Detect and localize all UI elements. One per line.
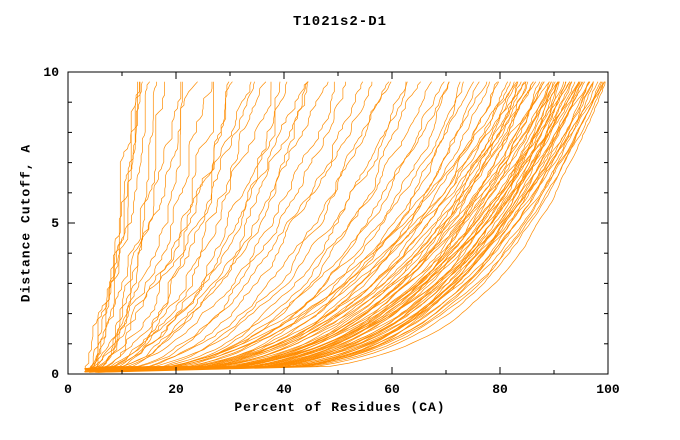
x-tick-label: 0 <box>64 382 72 397</box>
gdt-curve <box>91 81 390 371</box>
gdt-curve <box>98 81 518 370</box>
gdt-curve <box>84 81 143 372</box>
gdt-curve <box>96 81 515 371</box>
gdt-curve <box>90 81 309 373</box>
gdt-curve <box>91 81 183 370</box>
gdt-curve <box>97 81 581 369</box>
gdt-curve <box>93 81 511 373</box>
gdt-curve <box>92 81 450 370</box>
gdt-curve <box>94 81 364 373</box>
gdt-curve <box>84 81 604 372</box>
gdt-curve <box>94 81 230 373</box>
gdt-curve <box>84 81 537 371</box>
gdt-curve <box>91 81 590 372</box>
gdt-curve <box>84 81 500 369</box>
gdt-curve <box>88 81 373 370</box>
gdt-curve <box>88 81 534 370</box>
gdt-curve <box>95 81 527 373</box>
gdt-curve <box>88 81 590 371</box>
gdt-curve <box>97 81 556 370</box>
gdt-curve <box>85 81 432 370</box>
gdt-curve <box>92 81 165 369</box>
gdt-curve <box>98 81 599 373</box>
gdt-curve <box>97 81 545 372</box>
gdt-curve <box>89 81 488 371</box>
gdt-curve <box>95 81 461 371</box>
gdt-curve <box>102 81 550 371</box>
gdt-curve <box>92 81 591 372</box>
gdt-curve <box>84 81 571 373</box>
gdt-curve <box>91 81 583 370</box>
gdt-curve <box>90 81 252 370</box>
gdt-curve <box>92 81 603 371</box>
gdt-curve <box>85 81 233 371</box>
gdt-curve <box>88 81 464 369</box>
gdt-curve <box>85 81 329 370</box>
gdt-curve <box>89 81 509 373</box>
gdt-curve <box>92 81 255 371</box>
gdt-curve <box>90 81 498 370</box>
gdt-curve <box>89 81 594 371</box>
gdt-curve <box>84 81 198 370</box>
gdt-curve <box>90 81 141 370</box>
gdt-curve <box>91 81 308 369</box>
gdt-curve <box>85 81 605 371</box>
gdt-curve <box>98 81 581 370</box>
x-tick-label: 40 <box>276 382 292 397</box>
gdt-curve <box>95 81 490 373</box>
gdt-curve <box>85 81 157 371</box>
x-tick-label: 20 <box>168 382 184 397</box>
gdt-curve <box>91 81 445 372</box>
x-axis-label: Percent of Residues (CA) <box>234 400 446 415</box>
x-tick-label: 60 <box>384 382 400 397</box>
gdt-curve <box>88 81 407 371</box>
gdt-curve <box>93 81 519 371</box>
gdt-curve <box>87 81 554 370</box>
gdt-curve <box>96 81 272 373</box>
x-tick-label: 100 <box>596 382 620 397</box>
x-tick-label: 80 <box>492 382 508 397</box>
gdt-curve <box>99 81 594 371</box>
gdt-curve <box>93 81 138 373</box>
gdt-curve <box>96 81 606 373</box>
gdt-curve <box>89 81 150 369</box>
gdt-curve <box>94 81 213 370</box>
gdt-curve <box>92 81 605 373</box>
gdt-curve <box>95 81 571 369</box>
gdt-curve <box>95 81 288 371</box>
gdt-curve <box>101 81 566 370</box>
gdt-curve <box>92 81 565 373</box>
gdt-curve <box>85 81 573 369</box>
gdt-curve <box>90 81 140 371</box>
y-tick-label: 10 <box>43 65 59 80</box>
gdt-curve <box>90 81 421 371</box>
gdt-curve <box>86 81 182 371</box>
gdt-curve <box>93 81 534 372</box>
gdt-curve <box>85 81 450 372</box>
gdt-curve <box>84 81 214 373</box>
gdt-curve <box>93 81 559 370</box>
gdt-curve <box>92 81 335 369</box>
gdt-curve <box>86 81 267 370</box>
gdt-curve <box>86 81 346 372</box>
y-tick-label: 0 <box>51 367 59 382</box>
y-axis-label: Distance Cutoff, A <box>18 143 34 303</box>
gdt-curve <box>91 81 309 372</box>
gdt-curve <box>87 81 392 370</box>
chart-title: T1021s2-D1 <box>292 14 387 30</box>
gdt-curve <box>85 81 519 372</box>
y-tick-label: 5 <box>51 216 59 231</box>
gdt-curve <box>96 81 550 369</box>
gdt-curve <box>86 81 474 370</box>
gdt-curve <box>95 81 408 370</box>
gdt-curve <box>97 81 580 371</box>
gdt-curve <box>92 81 529 372</box>
